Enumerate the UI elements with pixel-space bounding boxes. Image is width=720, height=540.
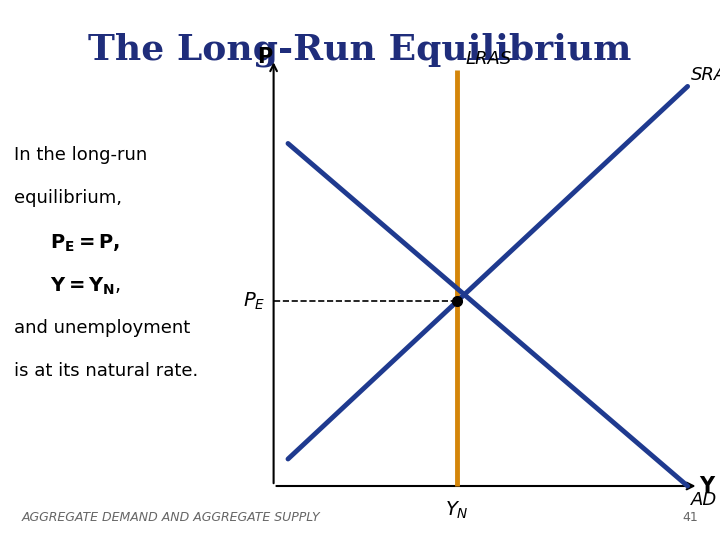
Text: equilibrium,: equilibrium, xyxy=(14,189,122,207)
Text: is at its natural rate.: is at its natural rate. xyxy=(14,362,199,380)
Text: 41: 41 xyxy=(683,511,698,524)
Text: P: P xyxy=(257,46,273,67)
Text: AD: AD xyxy=(691,491,717,509)
Text: LRAS: LRAS xyxy=(466,50,512,68)
Text: $Y_N$: $Y_N$ xyxy=(446,500,469,521)
Text: Y: Y xyxy=(699,476,715,496)
Text: $\mathbf{Y = Y_N}$,: $\mathbf{Y = Y_N}$, xyxy=(50,275,121,296)
Text: and unemployment: and unemployment xyxy=(14,319,191,336)
Text: AGGREGATE DEMAND AND AGGREGATE SUPPLY: AGGREGATE DEMAND AND AGGREGATE SUPPLY xyxy=(22,511,320,524)
Text: SRAS: SRAS xyxy=(691,66,720,84)
Text: In the long-run: In the long-run xyxy=(14,146,148,164)
Text: The Long-Run Equilibrium: The Long-Run Equilibrium xyxy=(89,32,631,67)
Text: $P_E$: $P_E$ xyxy=(243,291,265,312)
Text: $\mathbf{P_E = P,}$: $\mathbf{P_E = P,}$ xyxy=(50,232,120,253)
